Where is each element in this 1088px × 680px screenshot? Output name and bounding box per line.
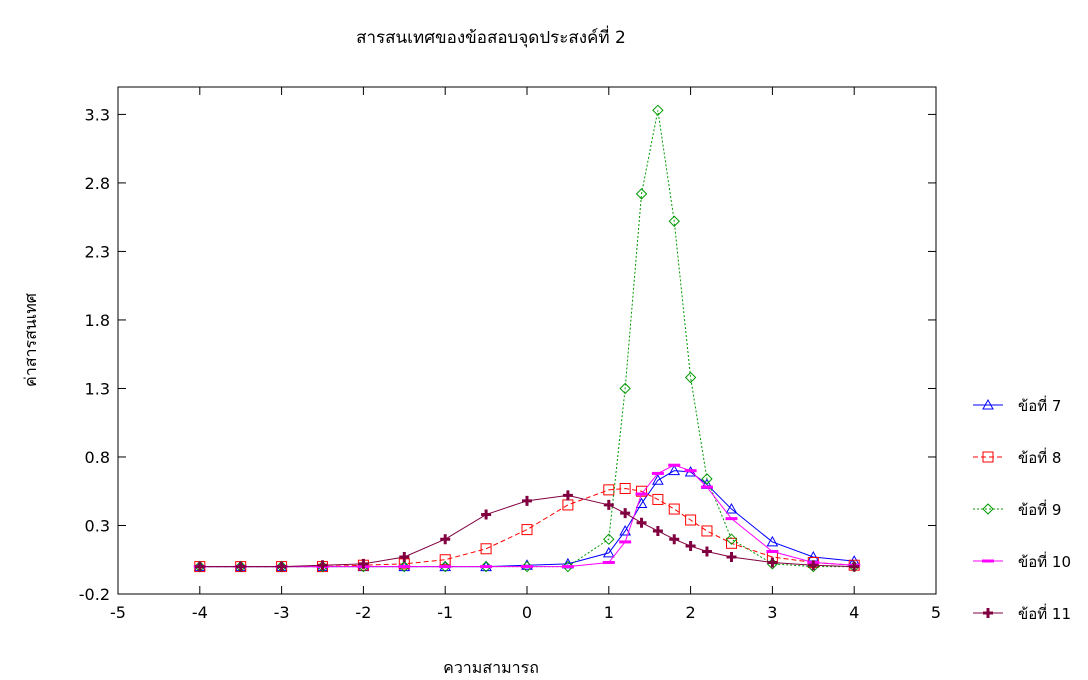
legend-item: ข้อที่ 9 [973, 499, 1061, 519]
y-tick-label: 2.3 [85, 242, 110, 261]
data-point [767, 557, 778, 568]
plot-series [193, 104, 861, 573]
x-tick-label: 2 [686, 603, 696, 622]
data-point [358, 558, 369, 569]
data-point [636, 517, 647, 528]
series-5 [194, 490, 860, 572]
data-point [652, 474, 664, 485]
x-tick-label: 3 [767, 603, 777, 622]
legend: ข้อที่ 7 ข้อที่ 8 ข้อที่ 9 ข้อที่ 10 ข้อที่ … [973, 395, 1071, 623]
data-point [603, 533, 615, 545]
data-point [399, 552, 410, 563]
data-point [685, 541, 696, 552]
data-point [603, 484, 615, 496]
data-point [635, 188, 648, 200]
data-point [701, 525, 713, 537]
data-point [481, 509, 492, 520]
plot-area [117, 86, 937, 595]
series-line [199, 494, 855, 568]
data-point [635, 497, 648, 509]
data-point [440, 534, 451, 545]
series-4 [193, 463, 861, 569]
data-point [317, 560, 328, 571]
data-point [619, 382, 631, 395]
legend-item: ข้อที่ 8 [973, 447, 1061, 467]
data-point [668, 215, 680, 227]
y-tick-label: 2.8 [85, 174, 110, 193]
data-point [701, 546, 712, 557]
data-point [668, 503, 680, 515]
data-point [398, 560, 411, 573]
data-point [685, 514, 697, 526]
data-point [480, 543, 492, 555]
legend-label: ข้อที่ 7 [1018, 395, 1061, 415]
data-point [636, 485, 648, 497]
data-point [725, 533, 738, 545]
data-point [725, 503, 738, 514]
legend-label: ข้อที่ 10 [1018, 551, 1071, 571]
data-point [619, 524, 632, 536]
data-point [849, 561, 860, 572]
data-point [521, 560, 533, 573]
x-axis-label: ความสามารถ [443, 658, 539, 677]
data-point [652, 493, 664, 505]
x-tick-label: 1 [604, 603, 614, 622]
y-tick-label: 3.3 [85, 105, 110, 124]
data-point [684, 371, 697, 384]
data-point [726, 552, 737, 563]
x-axis: -5 -4 -3 -2 -1 0 1 2 3 4 5 [110, 87, 941, 622]
chart-title: สารสนเทศของข้อสอบจุดประสงค์ที่ 2 [356, 25, 626, 48]
data-point [652, 525, 663, 536]
data-point [521, 524, 533, 536]
y-tick-label: 1.3 [85, 379, 110, 398]
data-point [480, 560, 492, 573]
data-point [652, 104, 664, 117]
data-point [766, 535, 779, 547]
y-axis-label: ค่าสารสนเทศ [21, 293, 40, 387]
legend-label: ข้อที่ 8 [1018, 447, 1061, 467]
series-line [199, 470, 855, 568]
y-tick-label: 0.3 [85, 516, 110, 535]
x-tick-label: -2 [355, 603, 371, 622]
data-point [194, 561, 205, 572]
data-point [668, 464, 681, 476]
data-point [603, 499, 614, 510]
y-axis: -0.2 0.3 0.8 1.3 1.8 2.3 2.8 3.3 [79, 105, 936, 604]
x-tick-label: -4 [192, 603, 208, 622]
data-point [562, 560, 574, 573]
series-1 [193, 464, 861, 572]
legend-marker [983, 608, 993, 618]
x-tick-label: -3 [274, 603, 290, 622]
y-tick-label: 1.8 [85, 311, 110, 330]
legend-item: ข้อที่ 11 [973, 603, 1071, 623]
data-point [602, 546, 615, 558]
x-tick-label: 4 [849, 603, 859, 622]
data-point [522, 495, 532, 506]
legend-item: ข้อที่ 10 [973, 551, 1071, 571]
data-point [619, 482, 631, 494]
legend-label: ข้อที่ 9 [1018, 499, 1061, 519]
data-point [620, 508, 631, 519]
data-point [808, 560, 819, 571]
data-point [439, 560, 451, 573]
data-point [669, 534, 680, 545]
y-tick-label: -0.2 [79, 585, 110, 604]
data-point [562, 490, 573, 501]
x-tick-label: -1 [437, 603, 453, 622]
legend-item: ข้อที่ 7 [973, 395, 1061, 415]
data-point [701, 473, 713, 485]
data-point [276, 561, 287, 572]
legend-label: ข้อที่ 11 [1018, 603, 1071, 623]
x-tick-label: 5 [931, 603, 941, 622]
legend-marker [982, 398, 994, 410]
data-point [439, 554, 451, 566]
legend-marker [982, 503, 994, 515]
x-tick-label: 0 [522, 603, 532, 622]
x-tick-label: -5 [110, 603, 126, 622]
data-point [235, 561, 246, 572]
legend-marker [982, 451, 994, 463]
y-tick-label: 0.8 [85, 448, 110, 467]
